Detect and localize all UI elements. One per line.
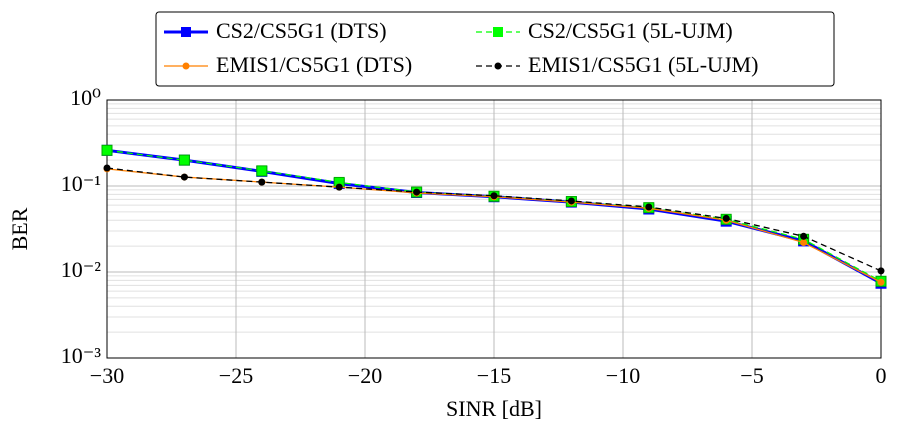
x-tick-label: −30 [90, 363, 124, 388]
marker [567, 197, 575, 205]
legend-label: CS2/CS5G1 (5L-UJM) [528, 18, 733, 43]
marker [490, 192, 498, 200]
x-tick-label: 0 [876, 363, 887, 388]
marker [258, 178, 266, 186]
marker [101, 144, 113, 156]
marker [180, 173, 188, 181]
legend-label: EMIS1/CS5G1 (DTS) [216, 52, 412, 77]
legend-marker [181, 27, 191, 37]
legend-marker [493, 27, 503, 37]
marker [800, 232, 808, 240]
marker [877, 267, 885, 275]
y-tick-label: 10⁻² [61, 257, 102, 282]
legend-label: CS2/CS5G1 (DTS) [216, 18, 387, 43]
x-tick-label: −10 [606, 363, 640, 388]
legend-marker [494, 62, 502, 70]
marker [335, 183, 343, 191]
y-tick-label: 10⁻¹ [61, 171, 101, 196]
x-tick-label: −15 [477, 363, 511, 388]
legend-box [155, 11, 835, 87]
marker [413, 188, 421, 196]
marker [178, 154, 190, 166]
legend-label: EMIS1/CS5G1 (5L-UJM) [528, 52, 758, 77]
series [103, 164, 885, 275]
x-axis-label: SINR [dB] [446, 396, 542, 421]
legend-marker [182, 62, 190, 70]
marker [103, 164, 111, 172]
marker [877, 278, 885, 286]
x-tick-label: −5 [740, 363, 763, 388]
x-tick-label: −20 [348, 363, 382, 388]
y-axis-label: BER [7, 207, 32, 250]
x-tick-label: −25 [219, 363, 253, 388]
marker [645, 203, 653, 211]
y-tick-label: 10⁰ [70, 85, 101, 110]
marker [256, 165, 268, 177]
series-line [106, 149, 882, 282]
marker [800, 239, 808, 247]
y-tick-label: 10⁻³ [61, 343, 102, 368]
marker [722, 214, 730, 222]
plot-frame [106, 99, 882, 359]
